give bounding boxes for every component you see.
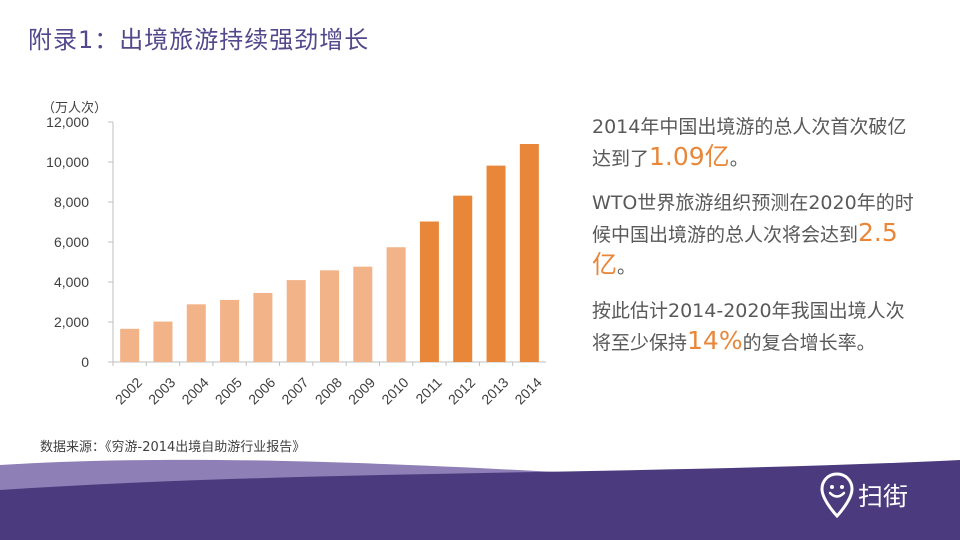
bar-2003 (153, 321, 173, 362)
y-tick-label: 12,000 (46, 114, 89, 130)
bar-2010 (386, 247, 406, 362)
y-tick-label: 10,000 (46, 154, 89, 170)
summary-3-end: 的复合增长率。 (742, 332, 876, 354)
x-tick-label: 2006 (245, 374, 278, 407)
brand-name: 扫街 (858, 482, 909, 511)
brand-logo: 扫街 (820, 472, 908, 518)
summary-1-end: 。 (729, 148, 749, 170)
bar-2002 (120, 328, 140, 362)
x-tick-label: 2011 (412, 374, 445, 407)
x-tick-label: 2003 (145, 374, 178, 407)
summary-2-text: WTO世界旅游组织预测在2020年的时候中国出境游的总人次将会达到 (592, 192, 914, 246)
bar-2012 (453, 195, 473, 362)
data-source: 数据来源：《穷游-2014出境自助游行业报告》 (40, 440, 306, 455)
y-tick-label: 6,000 (54, 234, 89, 250)
x-tick-label: 2008 (312, 374, 345, 407)
x-tick-label: 2013 (478, 374, 511, 407)
x-tick-label: 2007 (278, 374, 311, 407)
y-tick-label: 4,000 (54, 274, 89, 290)
bar-2006 (253, 292, 273, 362)
x-tick-label: 2002 (112, 374, 145, 407)
summary-3-text: 按此估计2014-2020年我国出境人次将至少保持 (592, 300, 905, 354)
highlight-value-3: 14% (687, 326, 743, 355)
bar-2011 (419, 221, 439, 362)
x-tick-label: 2014 (511, 374, 544, 407)
summary-2-end: 。 (617, 256, 637, 278)
summary-text: 2014年中国出境游的总人次首次破亿达到了1.09亿。 WTO世界旅游组织预测在… (592, 112, 922, 372)
page-title: 附录1：出境旅游持续强劲增长 (28, 26, 370, 54)
x-tick-label: 2009 (345, 374, 378, 407)
bar-2013 (486, 165, 506, 362)
bar-2014 (519, 144, 539, 362)
bar-2007 (286, 280, 306, 362)
y-tick-label: 0 (81, 354, 89, 370)
summary-1-text: 2014年中国出境游的总人次首次破亿达到了 (592, 116, 907, 170)
bar-2004 (186, 304, 206, 362)
x-tick-label: 2010 (378, 374, 411, 407)
footer-wave-dark (0, 460, 960, 540)
bar-2008 (320, 270, 339, 362)
footer-wave (0, 459, 960, 540)
y-tick-label: 2,000 (54, 314, 89, 330)
y-tick-label: 8,000 (54, 194, 89, 210)
summary-paragraph-3: 按此估计2014-2020年我国出境人次将至少保持14%的复合增长率。 (592, 296, 922, 358)
map-pin-smile-icon (820, 472, 854, 518)
bar-2009 (353, 266, 373, 362)
summary-paragraph-2: WTO世界旅游组织预测在2020年的时候中国出境游的总人次将会达到2.5亿。 (592, 188, 922, 282)
x-tick-label: 2012 (445, 374, 478, 407)
summary-paragraph-1: 2014年中国出境游的总人次首次破亿达到了1.09亿。 (592, 112, 922, 174)
x-tick-label: 2004 (178, 374, 211, 407)
x-tick-label: 2005 (212, 374, 245, 407)
bar-2005 (220, 299, 240, 362)
y-unit-label: （万人次） (42, 101, 108, 116)
highlight-value-2: 2.5亿 (592, 218, 898, 279)
highlight-value-1: 1.09亿 (649, 142, 730, 171)
